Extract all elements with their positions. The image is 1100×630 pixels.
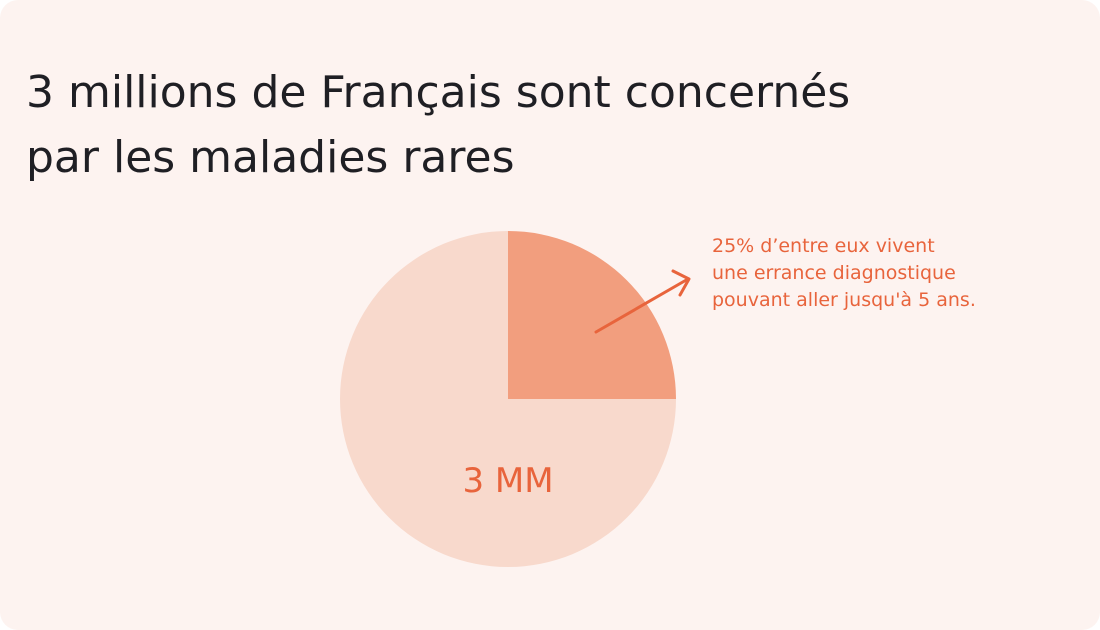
pie xyxy=(340,231,676,567)
annotation: une errance diagnostique xyxy=(712,262,956,284)
annotation: 25% d’entre eux vivent xyxy=(712,235,935,257)
chart-title: par les maladies rares xyxy=(26,132,515,183)
slice-label: 3 MM xyxy=(462,461,553,501)
annotation: pouvant aller jusqu'à 5 ans. xyxy=(712,289,976,311)
chart-title: 3 millions de Français sont concernés xyxy=(26,67,850,118)
arrow xyxy=(594,269,691,334)
pie-slice xyxy=(508,231,676,399)
